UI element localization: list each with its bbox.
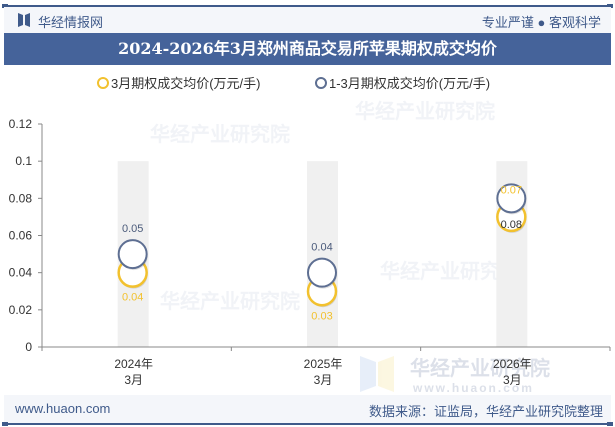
y-tick-label: 0.04 <box>9 266 33 280</box>
brand-logo-icon <box>18 13 30 27</box>
top-border <box>2 4 613 8</box>
x-tick-label: 3月 <box>124 373 143 387</box>
x-tick-label: 2026年 <box>493 357 532 371</box>
data-point-ytd[interactable] <box>496 183 527 214</box>
watermark: 华经产业研究院 <box>150 124 290 146</box>
x-tick-label: 2024年 <box>114 357 153 371</box>
legend-label: 1-3月期权成交均价(万元/手) <box>329 76 491 91</box>
header-bar: 华经情报网 专业严谨 ● 客观科学 <box>4 7 611 33</box>
slogan: 专业严谨 ● 客观科学 <box>481 15 601 30</box>
legend-label: 3月期权成交均价(万元/手) <box>111 76 261 91</box>
watermark: 华经产业研究院 <box>160 291 300 313</box>
data-label-march: 0.07 <box>501 184 522 196</box>
y-tick-label: 0.12 <box>9 117 33 131</box>
data-label-ytd: 0.05 <box>122 223 143 235</box>
x-tick-label: 2025年 <box>304 357 343 371</box>
y-tick-label: 0.02 <box>9 303 33 317</box>
legend-item-march: 3月期权成交均价(万元/手) <box>97 73 261 92</box>
data-label-ytd: 0.08 <box>501 219 522 231</box>
watermark-url: www.huaon.com <box>412 381 534 395</box>
data-point-ytd[interactable] <box>117 239 148 270</box>
x-tick-label: 3月 <box>314 373 333 387</box>
y-tick-label: 0.06 <box>9 229 33 243</box>
site-url: www.huaon.com <box>15 401 111 416</box>
legend-circle-icon <box>315 76 327 89</box>
legend-circle-icon <box>97 76 109 89</box>
y-tick-label: 0.08 <box>9 191 33 205</box>
data-label-march: 0.04 <box>122 292 143 304</box>
bottom-border <box>2 422 613 426</box>
legend-item-jan-mar: 1-3月期权成交均价(万元/手) <box>315 73 490 92</box>
data-label-ytd: 0.04 <box>311 242 332 254</box>
x-tick-label: 3月 <box>503 373 522 387</box>
watermark-text: 华经产业研究院 <box>410 356 550 380</box>
data-label-march: 0.03 <box>311 310 332 322</box>
watermark: 华经产业研究院 <box>355 101 495 123</box>
brand-name: 华经情报网 <box>38 15 104 30</box>
y-tick-label: 0.1 <box>15 154 32 168</box>
footer-bar: www.huaon.com 数据来源：证监局，华经产业研究院整理 <box>4 395 611 423</box>
category-band <box>307 161 338 347</box>
watermark: 华经产业研究院 <box>380 261 520 283</box>
watermark-logo-icon <box>360 356 394 392</box>
data-source: 数据来源：证监局，华经产业研究院整理 <box>368 404 603 419</box>
data-point-ytd[interactable] <box>307 257 337 288</box>
y-tick-label: 0 <box>25 340 32 354</box>
chart-title: 2024-2026年3月郑州商品交易所苹果期权成交均价 <box>4 33 611 65</box>
legend: 3月期权成交均价(万元/手) 1-3月期权成交均价(万元/手) <box>0 73 615 93</box>
